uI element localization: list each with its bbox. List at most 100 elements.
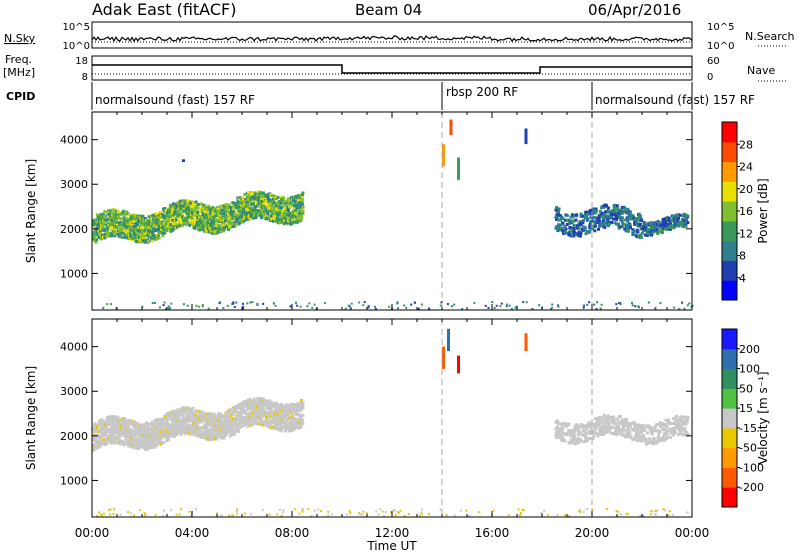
velocity-cell-1285 xyxy=(240,425,244,429)
velocity-cell-1486 xyxy=(264,418,268,422)
velocity-cell-594 xyxy=(160,423,164,427)
velocity-cell-1516 xyxy=(267,406,271,410)
power-cell-1545 xyxy=(271,207,275,211)
power-cell-2049 xyxy=(571,215,575,219)
power-cell-2344 xyxy=(593,303,596,306)
power-cell-2437 xyxy=(683,307,686,310)
power-cell-821 xyxy=(186,216,190,219)
velocity-cell-759 xyxy=(180,432,184,436)
velocity-cell-724 xyxy=(175,416,179,419)
velocity-cell-2224 xyxy=(656,436,660,440)
velocity-cell-1981 xyxy=(597,419,600,423)
velocity-cell-2312 xyxy=(677,427,681,431)
power-cell-989 xyxy=(207,209,210,213)
power-cell-2266 xyxy=(623,206,627,210)
power-cell-2370 xyxy=(678,307,681,310)
velocity-cell-1813 xyxy=(555,431,559,434)
velocity-cell-2179 xyxy=(643,428,647,432)
velocity-cell-1375 xyxy=(251,419,255,423)
velocity-cell-1822 xyxy=(557,422,560,426)
power-cell-223 xyxy=(117,210,120,214)
velocity-cell-1189 xyxy=(228,426,232,430)
power-cell-1115 xyxy=(220,226,224,230)
power-cell-2399 xyxy=(631,304,634,307)
velocity-cell-1103 xyxy=(218,431,222,435)
power-cell-950 xyxy=(202,227,205,231)
power-cell-1867 xyxy=(657,230,661,234)
power-cell-2313 xyxy=(635,221,639,225)
power-cell-1011 xyxy=(208,212,212,216)
velocity-cell-1288 xyxy=(240,410,244,414)
power-cell-1084 xyxy=(217,228,220,232)
velocity-cell-1791 xyxy=(299,425,303,429)
power-cell-1833 xyxy=(648,221,652,225)
velocity-cell-2371 xyxy=(232,514,235,517)
velocity-cell-706 xyxy=(173,423,177,427)
velocity-cell-1363 xyxy=(249,411,253,415)
velocity-cell-756 xyxy=(179,413,183,417)
power-cell-2061 xyxy=(574,218,578,222)
power-cell-1990 xyxy=(555,225,559,229)
power-colorbar-swatch xyxy=(722,260,737,281)
power-cell-2315 xyxy=(635,228,639,232)
velocity-cell-567 xyxy=(157,423,161,427)
power-cell-2263 xyxy=(622,210,625,213)
power-cell-78 xyxy=(100,237,104,241)
velocity-cell-317 xyxy=(128,438,132,442)
power-cell-938 xyxy=(200,220,204,224)
power-cell-1948 xyxy=(677,216,680,220)
velocity-cell-507 xyxy=(150,420,154,424)
velocity-cell-730 xyxy=(176,431,180,435)
power-cell-383 xyxy=(135,240,139,244)
power-cell-236 xyxy=(118,227,122,231)
power-cell-696 xyxy=(172,225,176,229)
power-cell-2455 xyxy=(583,304,586,307)
velocity-cell-1149 xyxy=(224,433,228,437)
power-cell-2142 xyxy=(596,221,600,225)
power-cell-886 xyxy=(193,219,197,223)
power-cell-2378 xyxy=(557,304,559,307)
power-cell-970 xyxy=(203,207,207,211)
power-cell-770 xyxy=(180,223,184,227)
power-cell-2264 xyxy=(623,218,627,222)
power-cell-395 xyxy=(137,225,140,229)
power-cell-1648 xyxy=(283,204,287,208)
power-cell-386 xyxy=(136,224,140,228)
power-cell-851 xyxy=(190,208,194,211)
velocity-cell-882 xyxy=(193,413,197,417)
power-cell-1614 xyxy=(280,206,284,210)
power-cell-1863 xyxy=(656,231,660,235)
velocity-cell-2274 xyxy=(668,422,672,425)
velocity-cell-1655 xyxy=(283,429,287,433)
velocity-cell-949 xyxy=(201,435,205,439)
power-cell-2281 xyxy=(626,207,630,211)
power-cell-1133 xyxy=(222,221,226,225)
velocity-cell-2273 xyxy=(668,427,672,431)
velocity-cell-2379 xyxy=(170,509,173,512)
velocity-cell-1447 xyxy=(259,422,263,426)
power-cell-661 xyxy=(168,207,172,211)
velocity-cell-2270 xyxy=(667,419,670,423)
velocity-cell-2129 xyxy=(633,428,637,432)
power-cell-1287 xyxy=(240,206,244,210)
power-cell-2059 xyxy=(573,231,577,235)
velocity-cell-709 xyxy=(174,409,178,413)
velocity-cell-2128 xyxy=(632,421,636,424)
velocity-cell-2041 xyxy=(611,426,615,429)
velocity-cell-1973 xyxy=(595,432,599,436)
velocity-cell-1966 xyxy=(593,429,597,433)
power-cell-717 xyxy=(174,203,178,207)
velocity-cell-496 xyxy=(149,422,153,426)
power-cell-2112 xyxy=(588,226,592,230)
power-cell-2359 xyxy=(299,305,302,308)
velocity-cell-397 xyxy=(138,423,142,427)
power-cell-1523 xyxy=(268,209,272,213)
power-cell-1144 xyxy=(223,219,227,223)
power-cell-392 xyxy=(137,228,140,232)
power-cell-1817 xyxy=(645,233,649,237)
power-cell-2467 xyxy=(440,301,443,304)
power-cell-621 xyxy=(163,231,167,235)
velocity-cell-180 xyxy=(112,426,116,430)
power-cell-863 xyxy=(191,221,195,225)
velocity-cell-1108 xyxy=(219,413,223,417)
